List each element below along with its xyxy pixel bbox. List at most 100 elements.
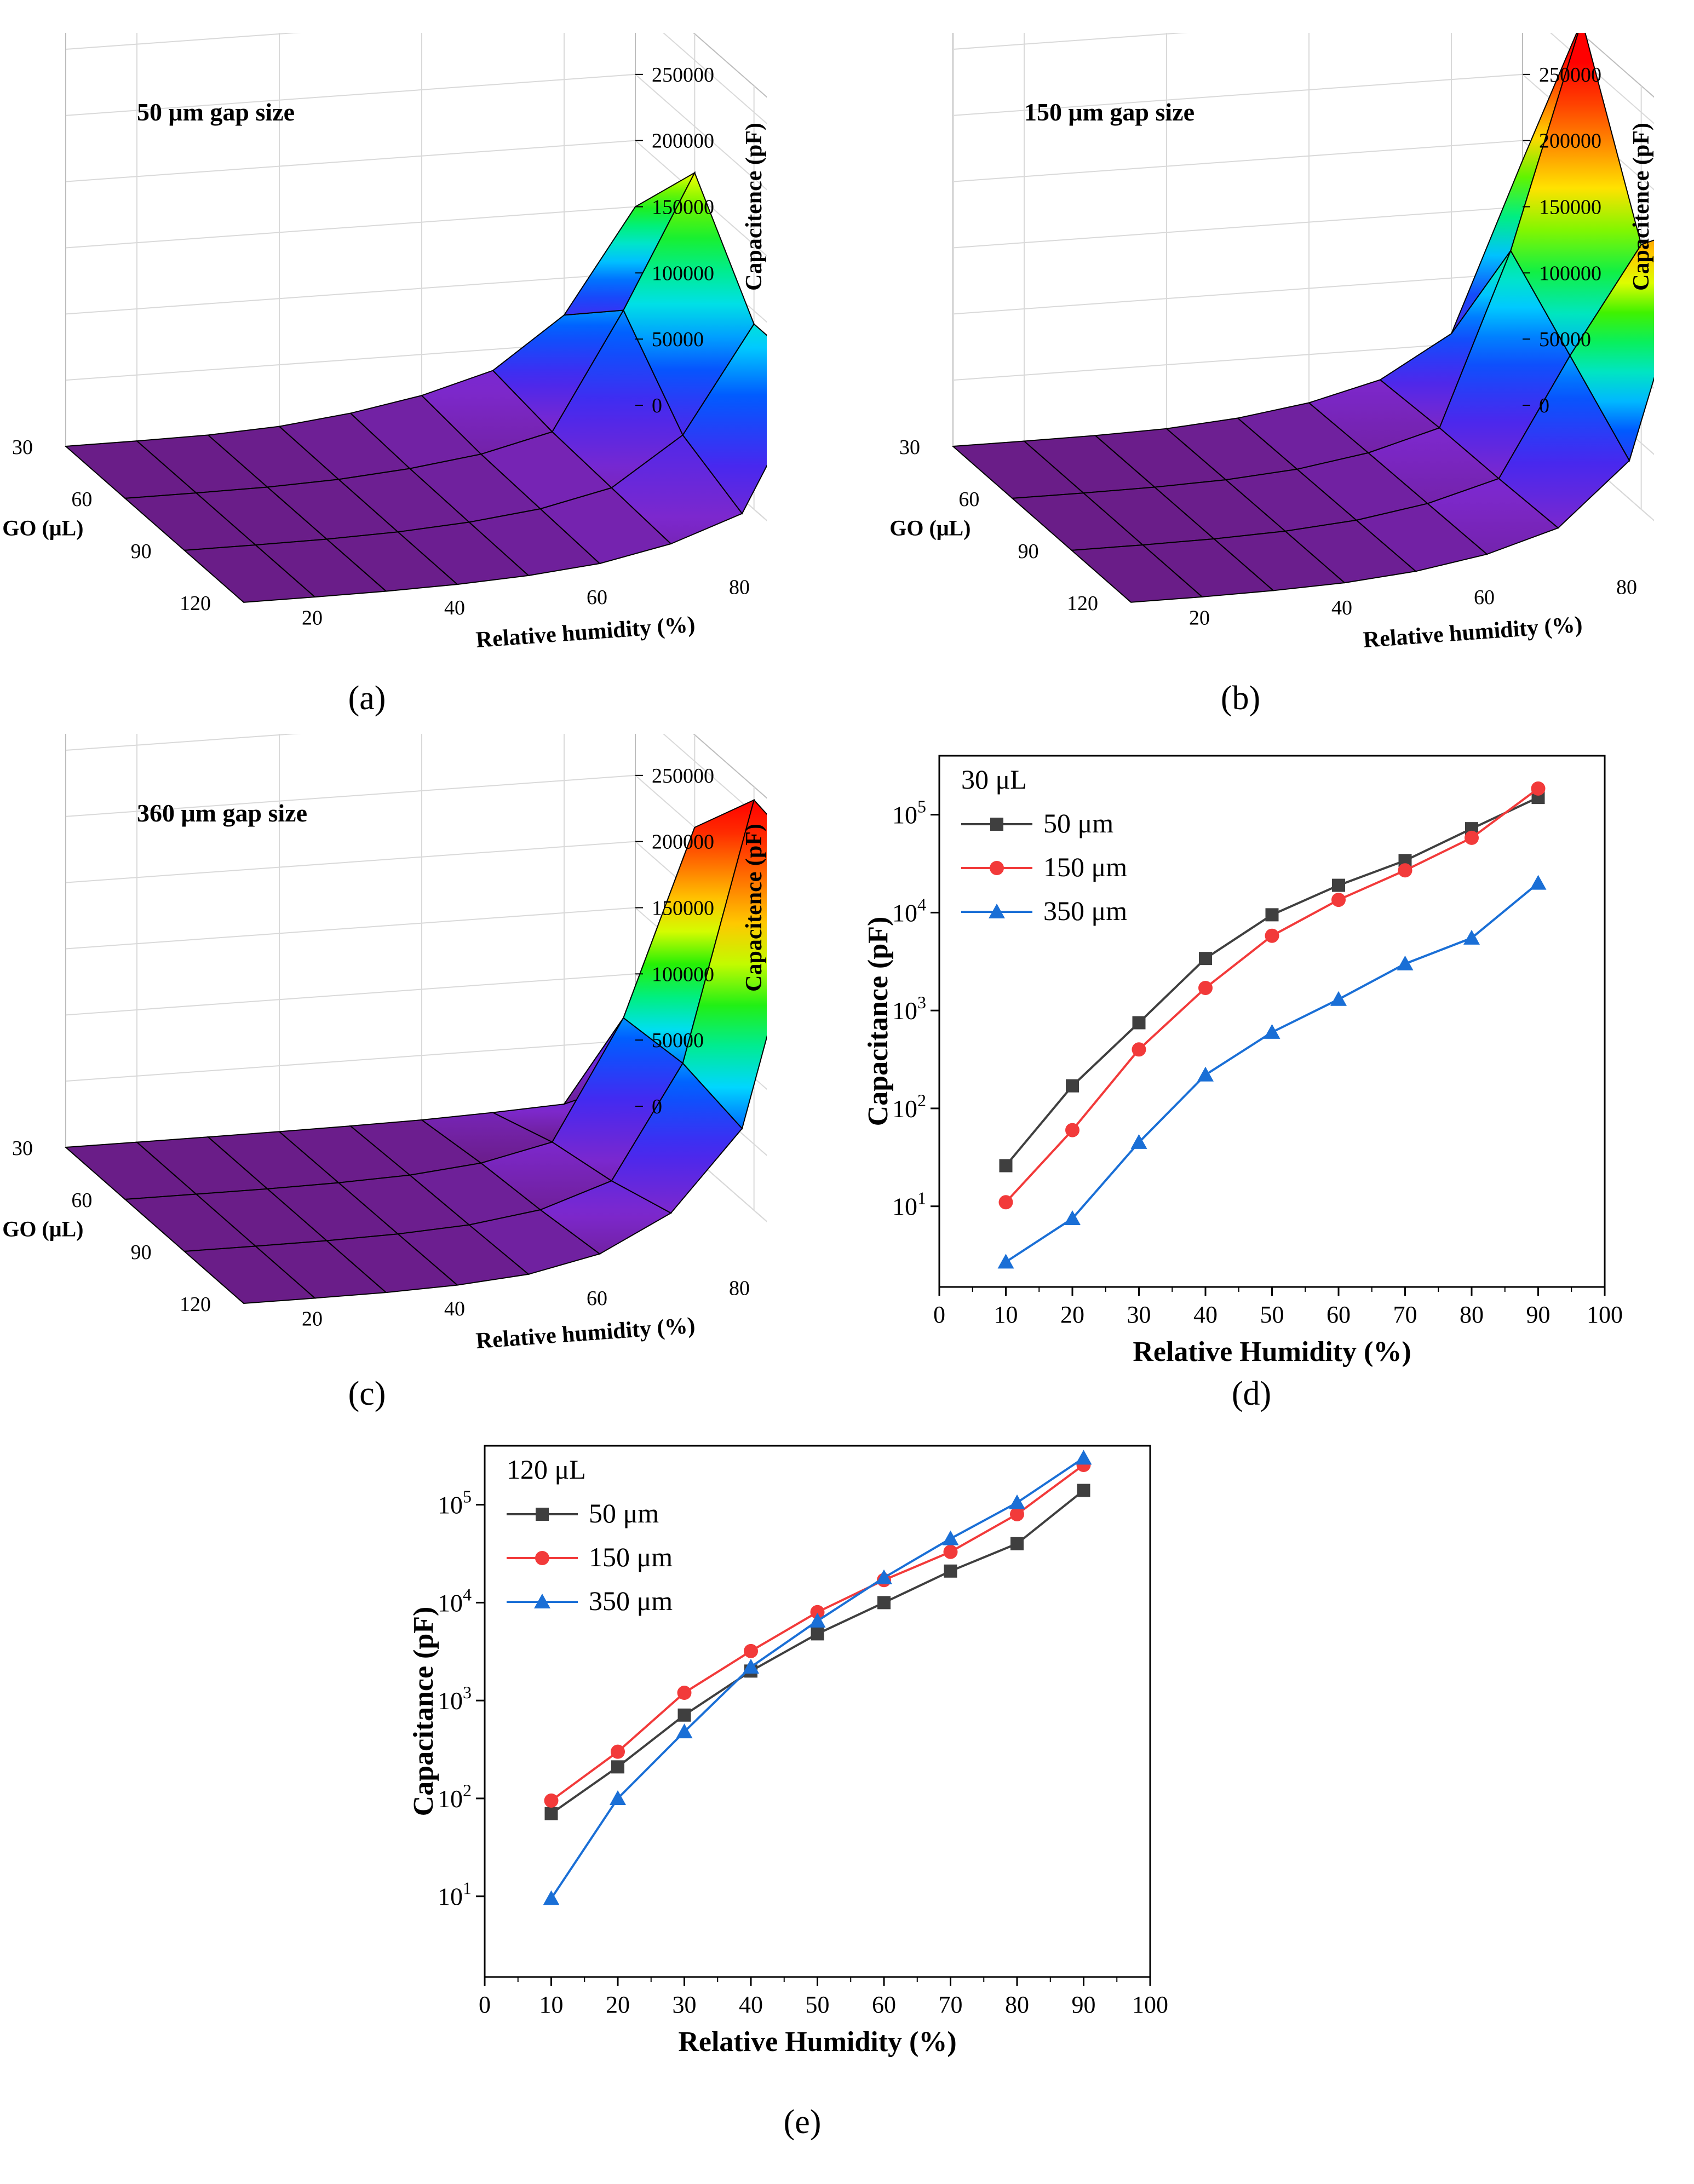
plot-frame bbox=[484, 1445, 1151, 1978]
data-point bbox=[1132, 1016, 1146, 1030]
data-point bbox=[1330, 991, 1347, 1006]
legend-marker bbox=[990, 818, 1003, 831]
data-point bbox=[999, 1159, 1013, 1173]
data-point bbox=[543, 1890, 560, 1905]
surface-chart-a: 050000100000150000200000250000300000Capa… bbox=[2, 33, 767, 653]
data-point bbox=[677, 1708, 691, 1722]
rh-axis-title: Relative humidity (%) bbox=[475, 1313, 696, 1354]
z-axis-title: Capacitence (pF) bbox=[1629, 123, 1654, 291]
data-point bbox=[943, 1544, 958, 1559]
y-tick-label: 102 bbox=[892, 1090, 926, 1123]
z-tick-label: 150000 bbox=[1539, 196, 1601, 219]
surface-chart-b: 050000100000150000200000250000300000Capa… bbox=[889, 33, 1654, 653]
rh-tick-label: 20 bbox=[1189, 607, 1210, 630]
legend-label: 50 μm bbox=[589, 1498, 659, 1528]
surface-patch bbox=[682, 323, 767, 515]
x-tick-label: 80 bbox=[1460, 1301, 1484, 1328]
go-tick-label: 120 bbox=[180, 1293, 211, 1316]
data-point bbox=[811, 1627, 824, 1641]
go-tick-label: 30 bbox=[12, 1137, 33, 1160]
data-point bbox=[1198, 980, 1213, 995]
data-point bbox=[998, 1195, 1013, 1210]
y-axis-title: Capacitance (pF) bbox=[408, 1607, 439, 1817]
x-tick-label: 80 bbox=[1005, 1991, 1029, 2018]
go-tick-label: 90 bbox=[131, 1241, 152, 1264]
legend-marker bbox=[990, 861, 1004, 875]
data-point bbox=[677, 1686, 692, 1700]
data-point bbox=[1331, 893, 1346, 907]
data-point bbox=[942, 1530, 959, 1545]
series-line-0 bbox=[550, 1489, 1084, 1815]
data-point bbox=[1066, 1079, 1079, 1093]
x-tick-label: 50 bbox=[806, 1991, 830, 2018]
go-tick-label: 120 bbox=[180, 592, 211, 615]
x-tick-label: 20 bbox=[606, 1991, 630, 2018]
rh-tick-label: 80 bbox=[729, 576, 750, 599]
go-tick-label: 30 bbox=[12, 436, 33, 459]
data-point bbox=[877, 1596, 891, 1610]
data-point bbox=[997, 1254, 1014, 1269]
surface-group: 050000100000150000200000250000300000Capa… bbox=[889, 33, 1654, 653]
y-tick-label: 104 bbox=[892, 894, 926, 927]
rh-tick-label: 20 bbox=[302, 607, 323, 630]
z-tick-label: 0 bbox=[1539, 394, 1549, 417]
x-tick-label: 40 bbox=[1193, 1301, 1218, 1328]
legend-label: 350 μm bbox=[589, 1585, 673, 1616]
go-tick-label: 90 bbox=[1018, 540, 1039, 563]
data-point bbox=[1197, 1066, 1214, 1082]
data-point bbox=[1530, 875, 1547, 890]
x-tick-label: 100 bbox=[1587, 1301, 1623, 1328]
legend-marker bbox=[989, 904, 1005, 918]
z-tick-label: 150000 bbox=[652, 897, 714, 920]
go-tick-label: 60 bbox=[958, 488, 979, 511]
x-tick-label: 70 bbox=[939, 1991, 963, 2018]
line-chart-e: 0 10 20 30 40 50 60 70 80 90 100 101 102 103 104 105 Rel… bbox=[408, 1445, 1168, 2057]
rh-tick-label: 40 bbox=[1331, 596, 1352, 619]
data-point bbox=[876, 1569, 892, 1584]
data-point bbox=[809, 1612, 826, 1628]
data-point bbox=[744, 1643, 758, 1658]
go-axis-title: GO (μL) bbox=[2, 1217, 83, 1242]
x-tick-label: 30 bbox=[1127, 1301, 1151, 1328]
data-point bbox=[810, 1605, 825, 1619]
x-tick-label: 90 bbox=[1072, 1991, 1096, 2018]
x-tick-label: 20 bbox=[1060, 1301, 1084, 1328]
surface-chart-c: 050000100000150000200000250000300000Capa… bbox=[2, 734, 767, 1354]
z-tick-label: 0 bbox=[652, 1095, 662, 1118]
caption-a: (a) bbox=[348, 680, 386, 717]
data-point bbox=[1132, 1042, 1146, 1057]
z-tick-label: 50000 bbox=[652, 1029, 704, 1052]
data-point bbox=[1130, 1134, 1147, 1149]
x-axis-title: Relative Humidity (%) bbox=[678, 2026, 956, 2057]
rh-tick-label: 40 bbox=[444, 1297, 465, 1320]
data-point bbox=[1332, 878, 1345, 892]
x-tick-label: 10 bbox=[994, 1301, 1018, 1328]
data-point bbox=[1398, 863, 1412, 878]
data-point bbox=[743, 1658, 759, 1674]
legend-marker bbox=[534, 1594, 550, 1608]
surface-patch bbox=[1451, 33, 1579, 334]
y-tick-label: 103 bbox=[892, 992, 926, 1025]
x-tick-label: 60 bbox=[872, 1991, 896, 2018]
z-tick-label: 200000 bbox=[652, 831, 714, 854]
rh-tick-label: 40 bbox=[444, 596, 465, 619]
data-point bbox=[611, 1744, 625, 1759]
panel-title: 360 μm gap size bbox=[137, 799, 307, 827]
surface-group: 050000100000150000200000250000300000Capa… bbox=[2, 734, 767, 1354]
rh-tick-label: 60 bbox=[1474, 586, 1495, 609]
z-tick-label: 100000 bbox=[652, 963, 714, 986]
y-tick-label: 101 bbox=[438, 1878, 472, 1911]
z-tick-label: 50000 bbox=[1539, 328, 1591, 351]
go-tick-label: 60 bbox=[71, 1189, 92, 1212]
x-tick-label: 50 bbox=[1260, 1301, 1284, 1328]
y-tick-label: 105 bbox=[892, 797, 926, 829]
data-point bbox=[544, 1793, 559, 1808]
caption-c: (c) bbox=[348, 1375, 386, 1412]
y-tick-label: 102 bbox=[438, 1780, 472, 1813]
z-axis-title: Capacitence (pF) bbox=[742, 824, 767, 992]
panel-title: 50 μm gap size bbox=[137, 98, 295, 126]
data-point bbox=[1465, 830, 1479, 845]
y-axis-title: Capacitance (pF) bbox=[863, 917, 894, 1127]
data-point bbox=[1265, 908, 1279, 922]
data-point bbox=[1009, 1494, 1025, 1509]
